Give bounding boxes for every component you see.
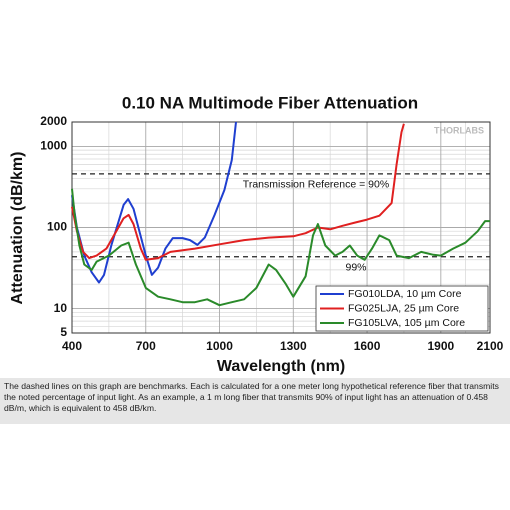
legend-label: FG010LDA, 10 µm Core (348, 288, 462, 300)
legend-box (315, 285, 489, 332)
x-tick-label: 2100 (477, 339, 504, 353)
x-axis-label: Wavelength (nm) (217, 358, 345, 375)
series-line (71, 188, 490, 307)
chart: 0.10 NA Multimode Fiber Attenuation Wave… (9, 93, 504, 375)
x-tick-label: 1600 (354, 339, 381, 353)
x-tick-label: 1000 (206, 339, 233, 353)
y-tick-label: 2000 (40, 114, 67, 128)
y-tick-label: 100 (47, 220, 67, 234)
plot-frame (71, 121, 491, 334)
series-line (71, 121, 237, 284)
y-tick-label: 5 (60, 325, 67, 339)
x-tick-label: 400 (62, 339, 82, 353)
legend-label: FG105LVA, 105 µm Core (348, 317, 465, 329)
y-axis-label: Attenuation (dB/km) (9, 152, 26, 305)
watermark: THORLABS (434, 125, 484, 135)
x-tick-label: 1900 (427, 339, 454, 353)
x-tick-label: 1300 (280, 339, 307, 353)
y-tick-label: 1000 (40, 139, 67, 153)
chart-title: 0.10 NA Multimode Fiber Attenuation (122, 93, 418, 112)
reference-label: 99% (345, 262, 366, 274)
caption: The dashed lines on this graph are bench… (0, 378, 510, 424)
series-line (71, 123, 405, 261)
legend-label: FG025LJA, 25 µm Core (348, 302, 459, 314)
reference-label: Transmission Reference = 90% (243, 179, 389, 191)
x-tick-label: 700 (136, 339, 156, 353)
y-tick-label: 10 (54, 301, 68, 315)
